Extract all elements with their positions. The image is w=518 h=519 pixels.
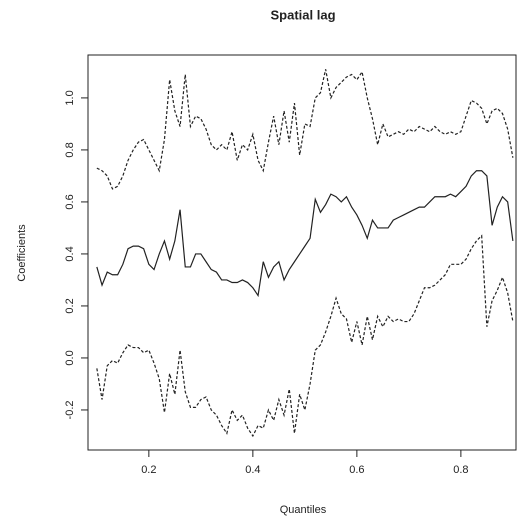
y-tick-label: 0.4: [64, 246, 76, 261]
y-tick-label: -0.2: [64, 400, 76, 419]
series-line: [96, 69, 514, 190]
y-tick-label: 0.0: [64, 350, 76, 365]
x-axis-label: Quantiles: [280, 504, 327, 516]
series-line: [96, 170, 514, 298]
y-tick-label: 0.2: [64, 298, 76, 313]
plot-frame: [87, 54, 517, 451]
series-line: [96, 234, 514, 438]
x-tick-label: 0.8: [453, 464, 468, 476]
chart-title: Spatial lag: [270, 7, 335, 22]
y-tick-label: 1.0: [64, 90, 76, 105]
y-axis-label: Coefficients: [16, 224, 28, 282]
x-tick-label: 0.2: [141, 464, 156, 476]
x-tick-label: 0.6: [349, 464, 364, 476]
x-tick-label: 0.4: [245, 464, 260, 476]
y-tick-label: 0.8: [64, 142, 76, 157]
y-tick-label: 0.6: [64, 194, 76, 209]
